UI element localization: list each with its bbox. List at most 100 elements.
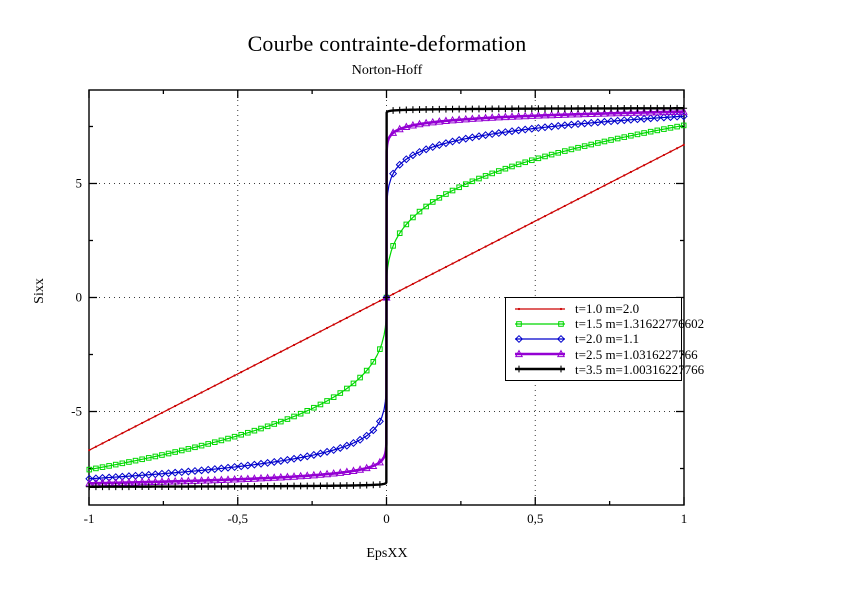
- marker-diamond: [217, 464, 226, 473]
- marker-square: [647, 128, 654, 135]
- marker-diamond: [204, 465, 213, 474]
- marker-diamond: [653, 113, 662, 122]
- marker-dot: [259, 360, 263, 364]
- marker-triangle: [329, 468, 338, 477]
- marker-plus: [581, 105, 589, 112]
- marker-dot: [108, 438, 111, 442]
- marker-square: [628, 132, 634, 139]
- marker-square: [462, 181, 469, 187]
- marker-dot: [332, 323, 335, 326]
- marker-diamond: [514, 126, 523, 135]
- marker-diamond: [190, 466, 199, 475]
- marker-triangle: [408, 120, 417, 129]
- marker-square: [522, 159, 528, 166]
- marker-dot: [88, 449, 91, 452]
- marker-dot: [253, 364, 256, 367]
- marker-square: [403, 221, 410, 228]
- legend-item: t=1.5 m=1.31622776602: [512, 316, 704, 331]
- marker-diamond: [257, 459, 266, 468]
- marker-plus: [251, 482, 258, 490]
- marker-diamond: [534, 123, 543, 133]
- marker-square: [423, 203, 429, 210]
- marker-dot: [292, 343, 296, 347]
- marker-plus: [620, 104, 628, 112]
- marker-plus: [350, 482, 357, 489]
- marker-dot: [458, 259, 461, 262]
- marker-square: [674, 123, 680, 130]
- marker-triangle: [349, 466, 358, 474]
- marker-diamond: [455, 136, 464, 145]
- marker-plus: [92, 483, 100, 491]
- marker-plus: [680, 104, 688, 112]
- marker-square: [271, 421, 278, 427]
- legend-item: t=2.5 m=1.0316227766: [512, 347, 698, 362]
- marker-square: [112, 461, 119, 468]
- marker-diamond: [349, 438, 358, 448]
- marker-plus: [673, 104, 681, 112]
- marker-triangle: [435, 117, 444, 125]
- marker-triangle: [270, 473, 279, 481]
- marker-square: [126, 459, 132, 465]
- marker-plus: [521, 105, 529, 113]
- marker-plus: [217, 483, 225, 490]
- marker-diamond: [362, 431, 371, 440]
- marker-plus: [356, 481, 364, 489]
- marker-dot: [325, 326, 329, 330]
- marker-diamond: [633, 115, 642, 124]
- marker-square: [667, 125, 674, 131]
- marker-diamond: [428, 143, 437, 152]
- marker-dot: [279, 350, 282, 353]
- marker-plus: [237, 482, 245, 490]
- marker-plus: [554, 105, 562, 112]
- marker-dot: [629, 170, 632, 174]
- marker-square: [211, 439, 218, 445]
- marker-triangle: [448, 115, 457, 124]
- marker-triangle: [375, 457, 384, 466]
- marker-triangle: [540, 110, 550, 119]
- marker-diamond: [296, 453, 305, 462]
- marker-square: [284, 416, 291, 422]
- marker-triangle: [554, 110, 563, 118]
- marker-dot: [358, 309, 362, 313]
- marker-plus: [191, 483, 199, 490]
- marker-diamond: [283, 455, 292, 464]
- marker-square: [251, 427, 258, 434]
- marker-diamond: [402, 155, 411, 164]
- marker-square: [139, 456, 145, 463]
- x-tick-label: -0,5: [227, 511, 248, 526]
- marker-dot: [345, 316, 348, 319]
- marker-plus: [468, 105, 476, 113]
- marker-plus: [449, 105, 456, 113]
- marker-diamond: [620, 116, 629, 125]
- marker-square: [231, 433, 238, 440]
- marker-triangle: [501, 112, 510, 121]
- marker-diamond: [303, 452, 312, 461]
- marker-triangle: [342, 467, 351, 475]
- legend-label: t=2.5 m=1.0316227766: [575, 346, 698, 362]
- marker-square: [680, 122, 687, 129]
- marker-diamond: [356, 435, 365, 444]
- marker-plus: [244, 482, 252, 490]
- marker-square: [641, 130, 647, 136]
- marker-diamond: [323, 447, 332, 456]
- marker-diamond: [556, 334, 566, 343]
- marker-dot: [167, 408, 170, 411]
- marker-square: [291, 413, 297, 420]
- marker-square: [145, 455, 152, 461]
- marker-diamond: [567, 120, 576, 129]
- marker-triangle: [389, 128, 398, 136]
- marker-diamond: [336, 443, 345, 452]
- y-tick-label: 0: [76, 290, 83, 305]
- marker-square: [502, 165, 509, 172]
- marker-diamond: [474, 132, 483, 141]
- marker-triangle: [580, 109, 589, 118]
- marker-triangle: [646, 107, 655, 116]
- legend-label: t=1.0 m=2.0: [575, 301, 640, 317]
- marker-triangle: [223, 475, 233, 483]
- marker-dot: [504, 235, 507, 238]
- marker-triangle: [316, 470, 325, 478]
- marker-diamond: [541, 123, 550, 132]
- marker-diamond: [448, 137, 457, 146]
- marker-triangle: [336, 468, 345, 476]
